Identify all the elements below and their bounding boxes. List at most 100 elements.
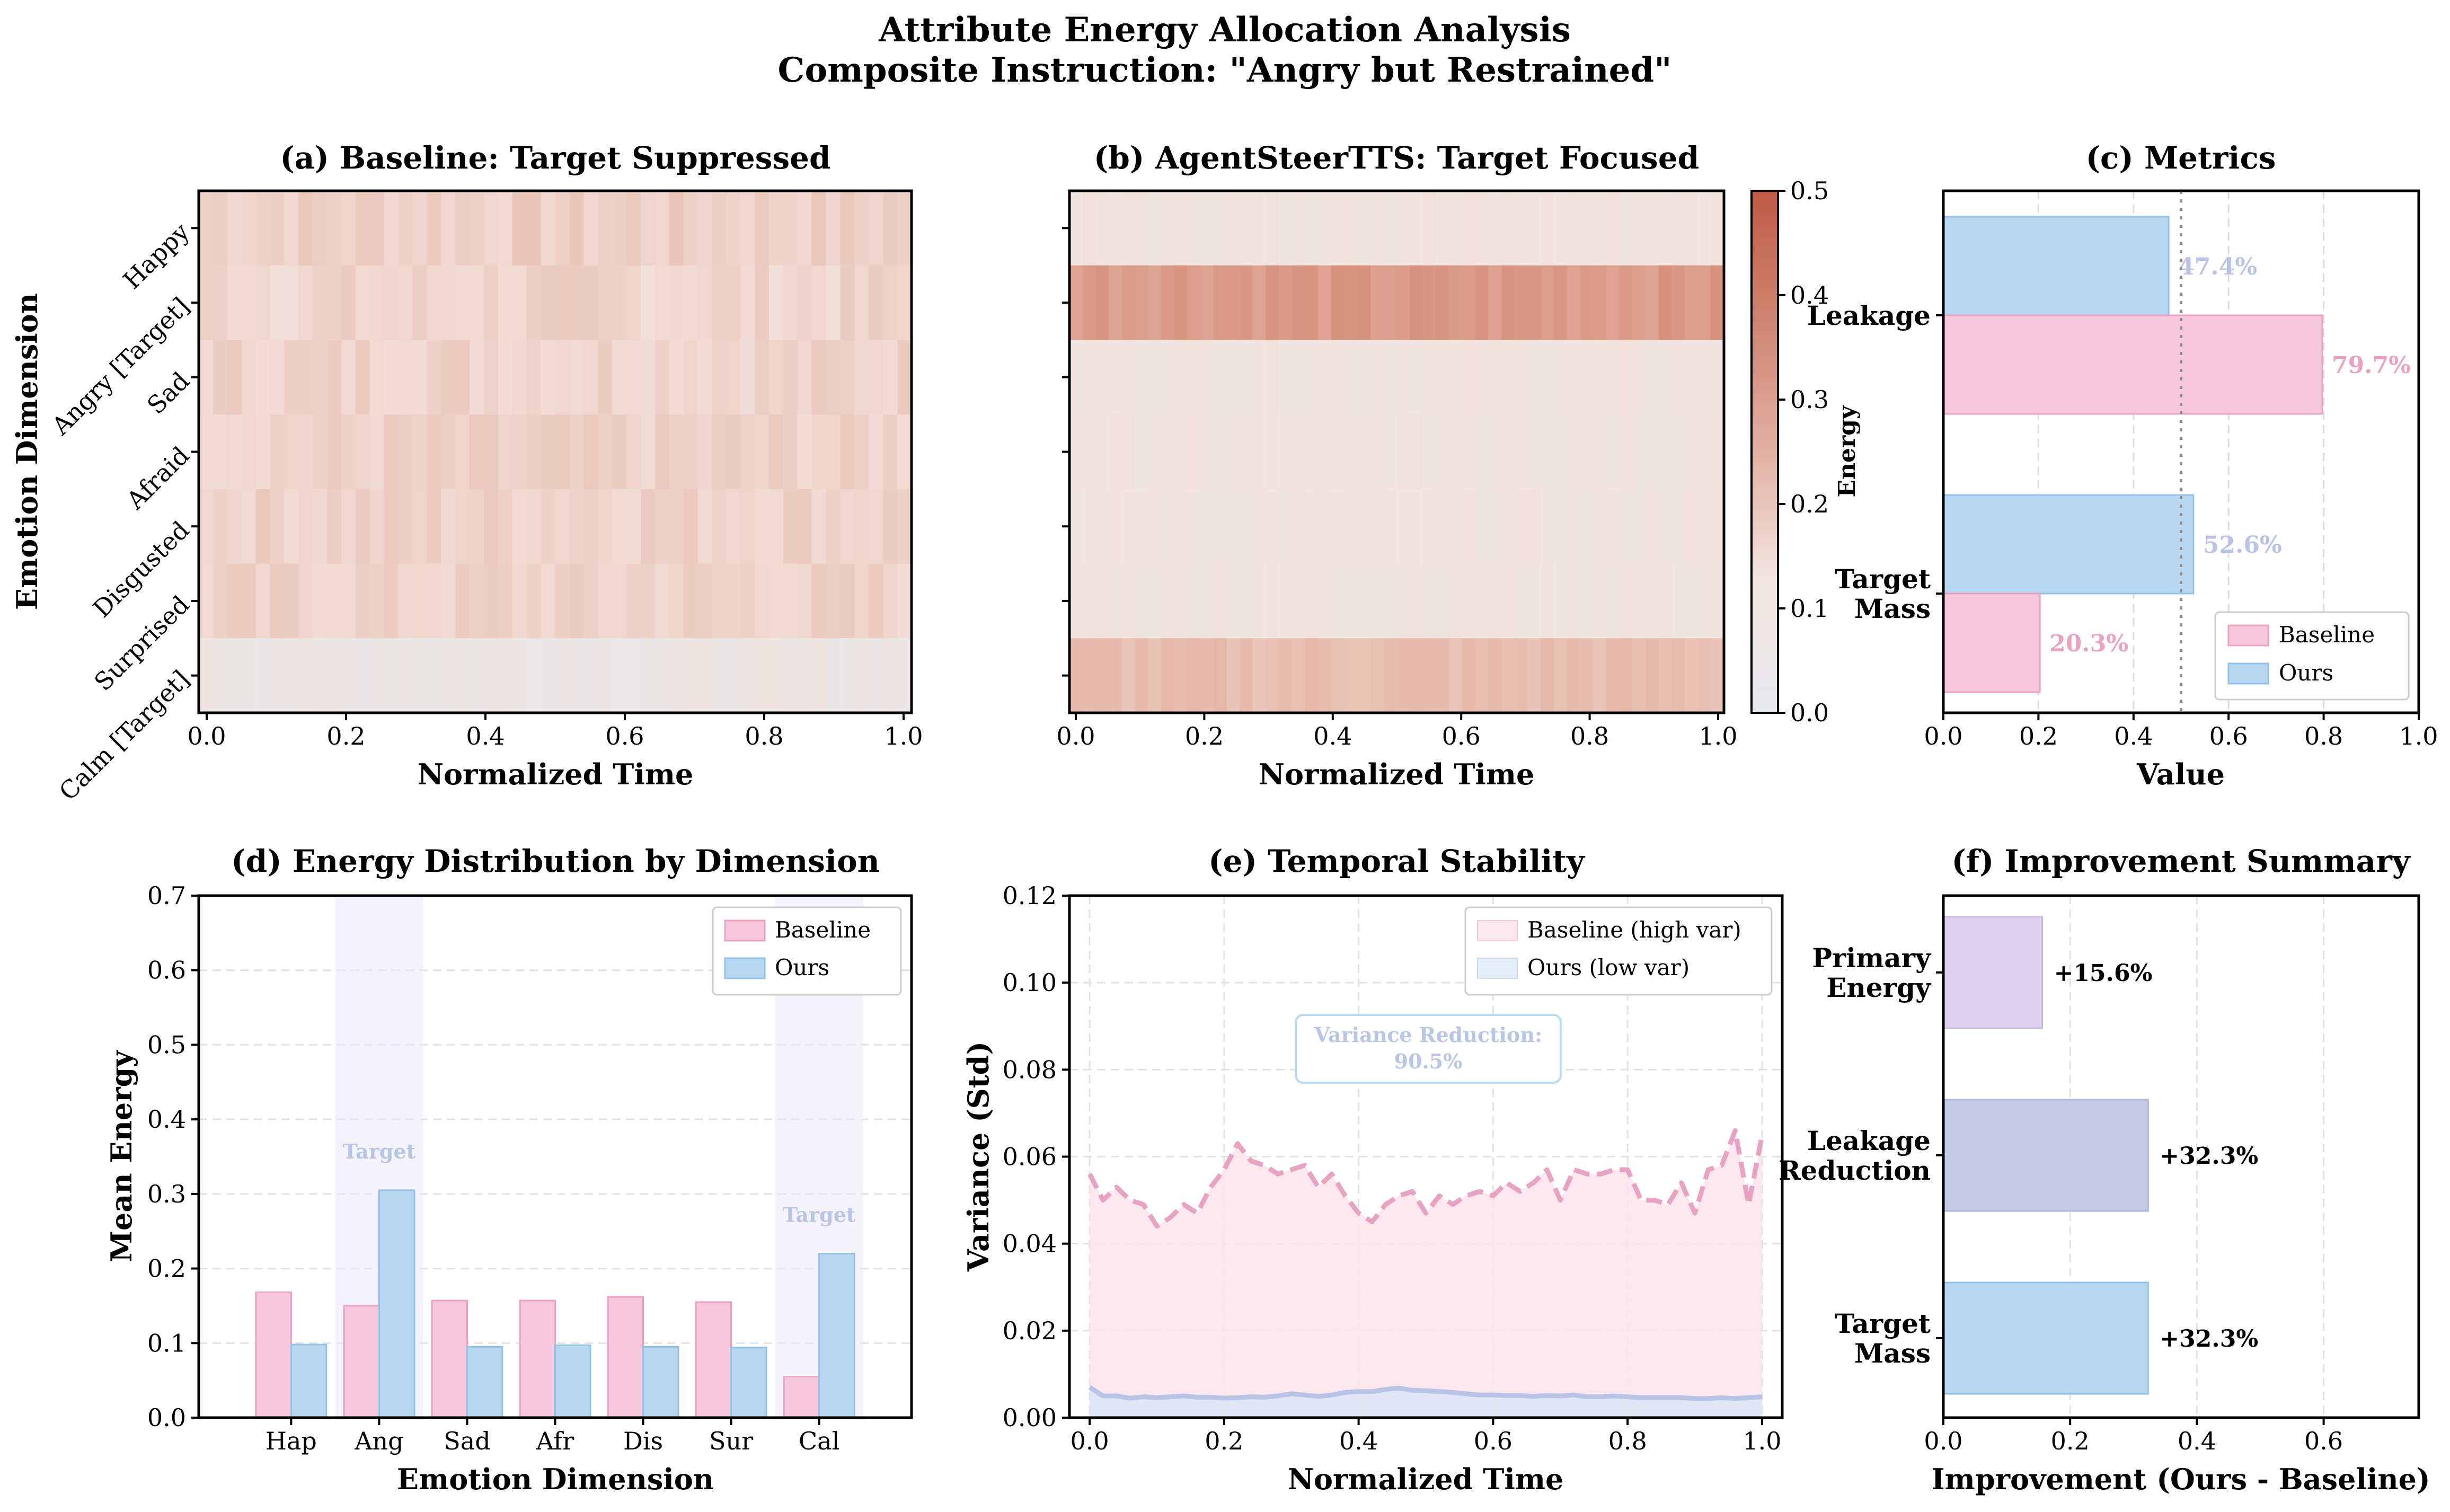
heatmap-cell bbox=[854, 265, 870, 340]
heatmap-cell bbox=[1553, 340, 1568, 415]
heatmap-cell bbox=[797, 414, 812, 490]
heatmap-cell bbox=[626, 265, 641, 340]
panel-e: (e) Temporal Stability 0.0 0.2 0.4 0.6 0.8 1.… bbox=[961, 843, 1784, 1496]
heatmap-cell bbox=[797, 191, 812, 266]
heatmap-cell bbox=[1671, 489, 1685, 564]
panel-c-x-tick-label: 0.4 bbox=[2114, 722, 2153, 750]
panel-a-x-tick-label: 0.6 bbox=[605, 722, 644, 750]
heatmap-cell bbox=[811, 340, 827, 415]
heatmap-cell bbox=[341, 191, 356, 266]
heatmap-cell bbox=[1357, 638, 1371, 713]
heatmap-cell bbox=[1109, 265, 1122, 340]
heatmap-cell bbox=[1161, 563, 1175, 639]
heatmap-cell bbox=[840, 340, 855, 415]
panel-d-x-tick-label: Dis bbox=[623, 1427, 663, 1455]
panel-d-legend-swatch-baseline bbox=[724, 919, 766, 942]
heatmap-cell bbox=[612, 563, 627, 639]
heatmap-cell bbox=[1422, 340, 1437, 415]
heatmap-cell bbox=[1396, 489, 1410, 564]
heatmap-cell bbox=[1711, 638, 1724, 713]
heatmap-cell bbox=[555, 414, 570, 490]
heatmap-cell bbox=[327, 414, 342, 490]
panel-f-category-label: Reduction bbox=[1779, 1155, 1931, 1186]
heatmap-cell bbox=[1580, 265, 1594, 340]
heatmap-cell bbox=[883, 340, 898, 415]
panel-d-y-tick-label: 0.5 bbox=[147, 1030, 186, 1059]
heatmap-cell bbox=[1109, 191, 1122, 266]
heatmap-cell bbox=[598, 563, 613, 639]
heatmap-cell bbox=[1161, 489, 1175, 564]
panel-d-bar-ours bbox=[730, 1347, 767, 1419]
heatmap-cell bbox=[712, 340, 727, 415]
heatmap-cell bbox=[1501, 191, 1515, 266]
heatmap-cell bbox=[669, 191, 684, 266]
heatmap-cell bbox=[626, 414, 641, 490]
heatmap-cell bbox=[398, 563, 413, 639]
heatmap-cell bbox=[669, 414, 684, 490]
heatmap-cell bbox=[1148, 489, 1162, 564]
heatmap-cell bbox=[1082, 563, 1096, 639]
heatmap-cell bbox=[1357, 414, 1371, 490]
heatmap-cell bbox=[1069, 340, 1083, 415]
panel-c-title: (c) Metrics bbox=[2086, 140, 2276, 176]
heatmap-cell bbox=[1200, 489, 1214, 564]
heatmap-cell bbox=[1436, 414, 1450, 490]
heatmap-cell bbox=[298, 489, 313, 564]
heatmap-cell bbox=[1121, 340, 1136, 415]
heatmap-cell bbox=[284, 489, 299, 564]
heatmap-cell bbox=[1501, 340, 1515, 415]
panel-f-category-label: Mass bbox=[1854, 1338, 1931, 1369]
heatmap-cell bbox=[1567, 414, 1581, 490]
panel-f: (f) Improvement Summary +15.6% PrimaryEne… bbox=[1779, 843, 2430, 1496]
heatmap-cell bbox=[1213, 340, 1227, 415]
heatmap-cell bbox=[1187, 638, 1201, 713]
panel-c-legend-swatch-baseline bbox=[2227, 624, 2269, 647]
heatmap-cell bbox=[526, 489, 542, 564]
heatmap-cell bbox=[1501, 414, 1515, 490]
heatmap-cell bbox=[797, 265, 812, 340]
heatmap-cell bbox=[1697, 563, 1712, 639]
heatmap-cell bbox=[313, 414, 328, 490]
heatmap-cell bbox=[569, 340, 585, 415]
heatmap-cell bbox=[769, 414, 784, 490]
panel-e-line-baseline bbox=[1087, 1128, 1765, 1229]
heatmap-cell bbox=[854, 563, 870, 639]
heatmap-cell bbox=[455, 414, 470, 490]
heatmap-cell bbox=[484, 563, 499, 639]
heatmap-cell bbox=[384, 489, 399, 564]
panel-b: (b) AgentSteerTTS: Target Focused 0.0 0.2… bbox=[1056, 140, 1861, 791]
panel-e-x-tick-label: 0.6 bbox=[1474, 1427, 1513, 1455]
panel-c-frame bbox=[1942, 189, 2420, 714]
heatmap-cell bbox=[1436, 638, 1450, 713]
heatmap-cell bbox=[1462, 414, 1476, 490]
heatmap-cell bbox=[1082, 638, 1096, 713]
heatmap-cell bbox=[712, 638, 727, 713]
panel-d-legend-baseline: Baseline bbox=[775, 917, 871, 943]
panel-d-bar-baseline bbox=[519, 1299, 556, 1419]
panel-b-x-tick-label: 0.0 bbox=[1056, 722, 1095, 750]
heatmap-cell bbox=[341, 414, 356, 490]
heatmap-cell bbox=[1240, 265, 1253, 340]
heatmap-cell bbox=[384, 191, 399, 266]
heatmap-cell bbox=[213, 563, 228, 639]
heatmap-cell bbox=[797, 638, 812, 713]
heatmap-cell bbox=[541, 340, 556, 415]
heatmap-cell bbox=[1252, 414, 1267, 490]
heatmap-cell bbox=[640, 191, 656, 266]
heatmap-cell bbox=[1148, 414, 1162, 490]
heatmap-cell bbox=[697, 489, 713, 564]
heatmap-cell bbox=[1632, 265, 1646, 340]
heatmap-cell bbox=[1671, 563, 1685, 639]
heatmap-cell bbox=[1488, 489, 1502, 564]
panel-c-x-tick-label: 0.8 bbox=[2304, 722, 2343, 750]
heatmap-cell bbox=[1410, 563, 1423, 639]
heatmap-cell bbox=[569, 489, 585, 564]
heatmap-cell bbox=[1645, 638, 1659, 713]
heatmap-cell bbox=[555, 489, 570, 564]
heatmap-cell bbox=[1161, 414, 1175, 490]
heatmap-cell bbox=[1619, 340, 1633, 415]
heatmap-cell bbox=[384, 265, 399, 340]
heatmap-cell bbox=[740, 563, 755, 639]
panel-f-bar bbox=[1942, 1281, 2149, 1395]
heatmap-cell bbox=[227, 638, 242, 713]
